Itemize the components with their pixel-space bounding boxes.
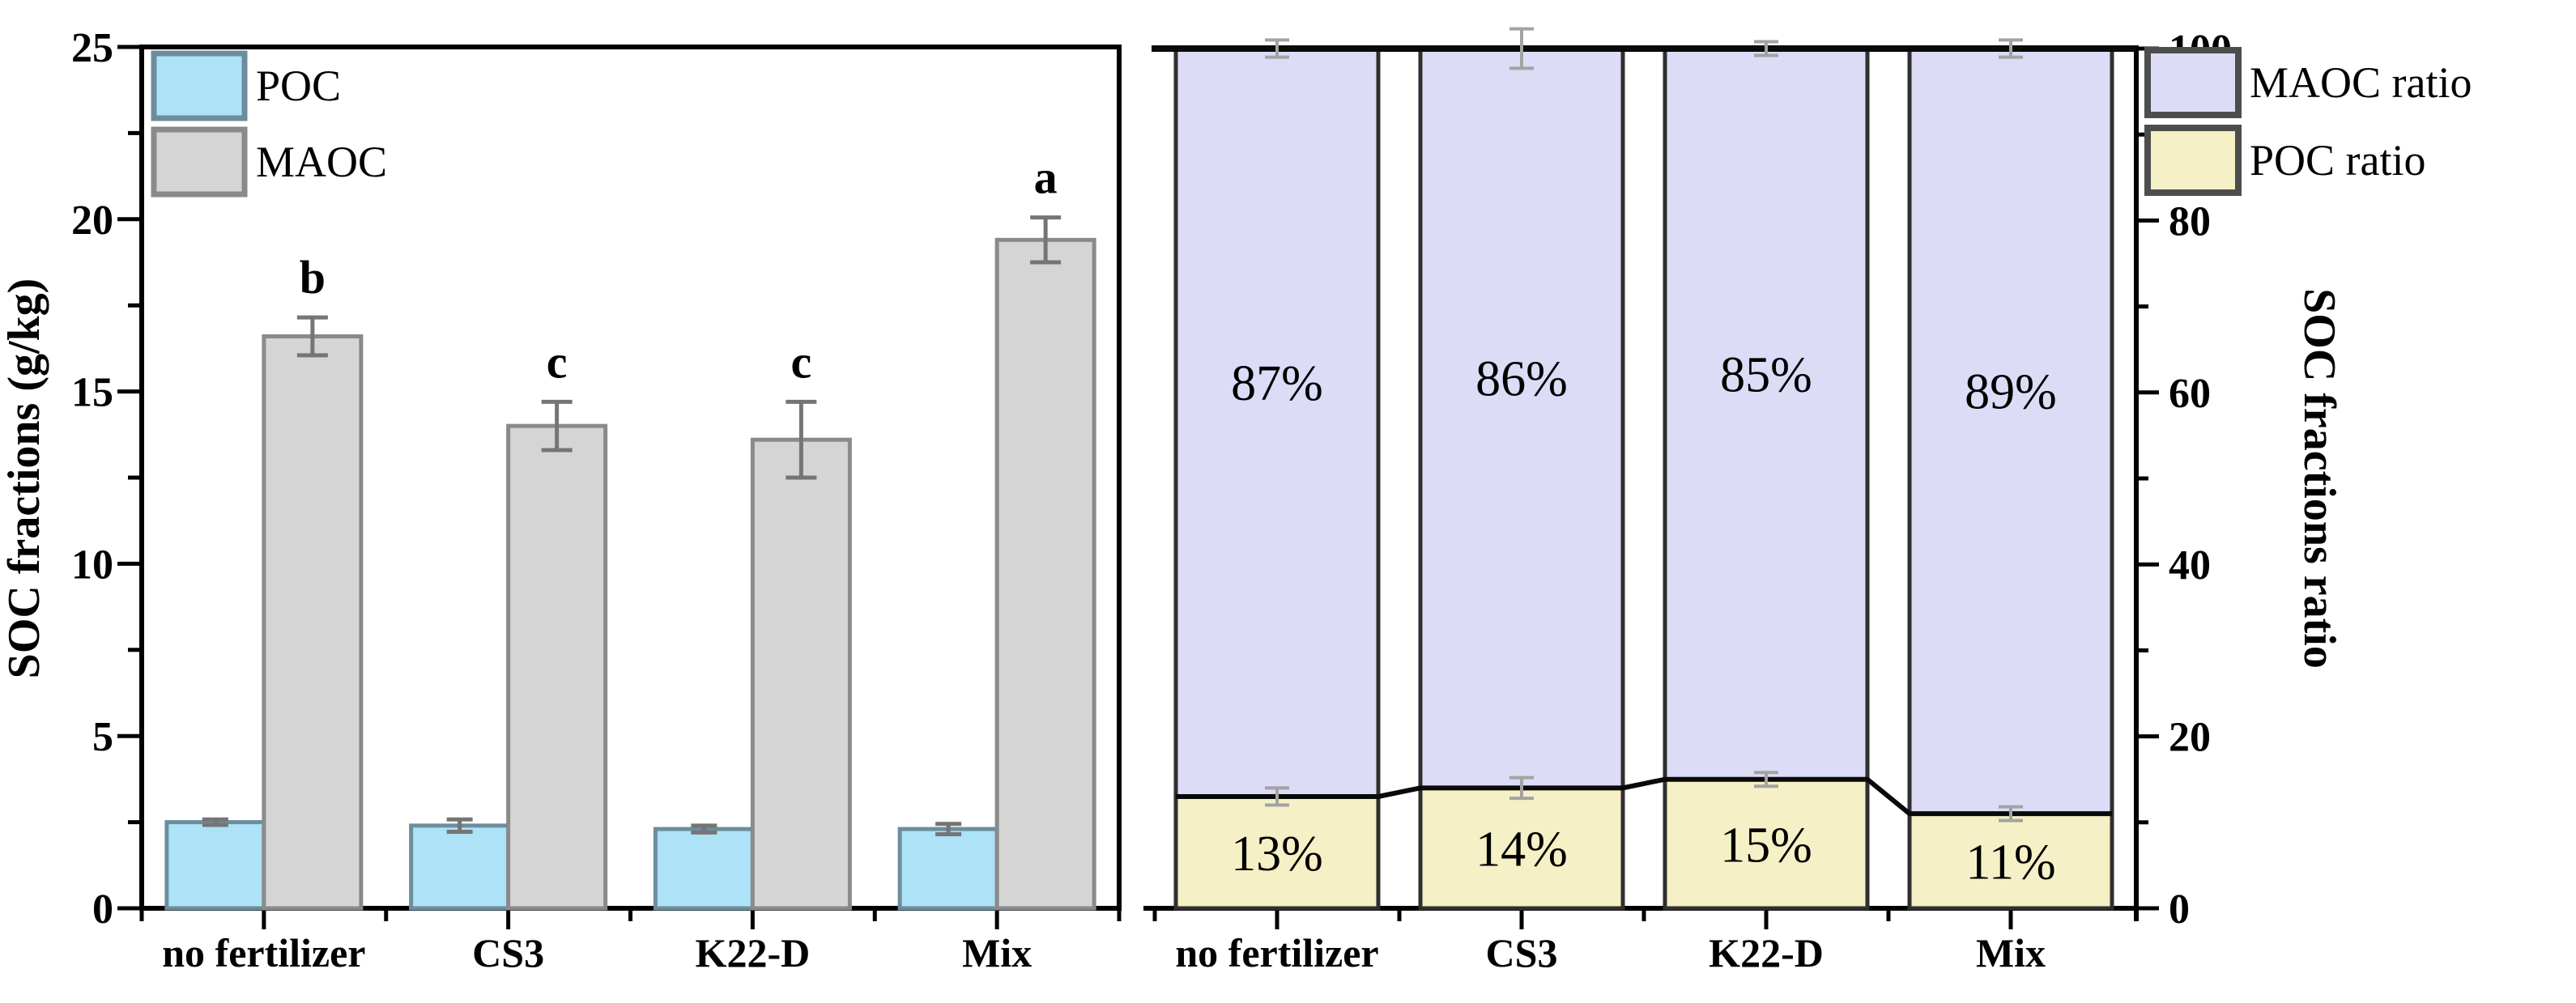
bar-poc (653, 827, 755, 911)
bar-maoc-ratio (1418, 46, 1625, 790)
poc-ratio-percent-label: 14% (1475, 822, 1568, 878)
bar-poc-ratio (1418, 785, 1625, 911)
right-y-tick-label: 40 (2169, 542, 2211, 589)
left-y-tick-label: 0 (92, 886, 113, 933)
maoc-legend-swatch-border (151, 126, 248, 198)
bar-poc-ratio (1907, 811, 2114, 911)
left-y-axis-title: SOC fractions (g/kg) (0, 278, 49, 679)
maoc-ratio-percent-label: 89% (1965, 365, 2057, 420)
maoc-ratio-legend-swatch-border (2144, 47, 2242, 118)
bar-maoc (506, 423, 608, 911)
maoc-legend-label: MAOC (256, 138, 387, 186)
significance-letter: b (300, 251, 326, 304)
bar-maoc (994, 237, 1096, 911)
bar-maoc-ratio (1173, 46, 1381, 799)
left-x-category-label: Mix (962, 930, 1032, 975)
maoc-ratio-percent-label: 86% (1475, 352, 1568, 407)
bar-maoc (262, 334, 364, 911)
significance-letter: c (547, 335, 568, 388)
significance-letter: a (1034, 151, 1058, 204)
bar-maoc (750, 437, 852, 911)
bar-poc (164, 820, 266, 911)
poc-ratio-legend-label: POC ratio (2250, 136, 2426, 185)
right-y-tick-label: 60 (2169, 371, 2211, 417)
maoc-ratio-percent-label: 87% (1231, 356, 1323, 411)
poc-ratio-percent-label: 15% (1720, 818, 1812, 873)
left-x-category-label: K22-D (696, 930, 811, 975)
bar-poc-ratio (1663, 777, 1870, 911)
significance-letter: c (791, 335, 812, 388)
right-y-tick-label: 0 (2169, 886, 2190, 933)
bar-maoc-ratio (1663, 46, 1870, 782)
maoc-ratio-legend-swatch (2148, 50, 2238, 115)
bar-poc-ratio (1173, 794, 1381, 911)
right-x-category-label: K22-D (1709, 930, 1824, 975)
poc-ratio-percent-label: 13% (1231, 827, 1323, 882)
left-legend: POC MAOC (151, 50, 387, 198)
chart-generated-content: 0 5 10 15 20 25 no fertilizer CS3 K22-D Mix b c c a 0 2… (71, 25, 2232, 975)
bar-maoc-ratio (1907, 46, 2114, 816)
right-x-category-label: Mix (1976, 930, 2046, 975)
right-x-category-label: CS3 (1486, 930, 1558, 975)
left-y-tick-label: 15 (71, 370, 113, 416)
left-y-tick-label: 25 (71, 25, 113, 71)
right-legend: MAOC ratio POC ratio (2144, 47, 2472, 196)
right-y-tick-label: 20 (2169, 715, 2211, 761)
left-y-tick-label: 20 (71, 198, 113, 244)
poc-boundary-connector-line (1176, 776, 2112, 817)
left-x-category-label: no fertilizer (162, 930, 365, 975)
poc-legend-label: POC (256, 62, 341, 110)
maoc-ratio-percent-label: 85% (1720, 347, 1812, 402)
bar-poc (409, 823, 511, 911)
right-y-tick-label: 80 (2169, 198, 2211, 244)
left-y-tick-label: 10 (71, 542, 113, 588)
maoc-legend-swatch (154, 130, 245, 194)
bar-poc (897, 827, 999, 911)
left-x-category-label: CS3 (472, 930, 544, 975)
poc-legend-swatch (154, 53, 245, 118)
right-x-category-label: no fertilizer (1175, 930, 1378, 975)
poc-legend-swatch-border (151, 50, 248, 121)
right-y-axis-title: SOC fractions ratio (2294, 288, 2344, 669)
poc-ratio-percent-label: 11% (1965, 835, 2055, 890)
maoc-ratio-legend-label: MAOC ratio (2250, 58, 2472, 107)
poc-ratio-legend-swatch-border (2144, 125, 2242, 196)
poc-ratio-legend-swatch (2148, 128, 2238, 193)
left-y-tick-label: 5 (92, 714, 113, 760)
